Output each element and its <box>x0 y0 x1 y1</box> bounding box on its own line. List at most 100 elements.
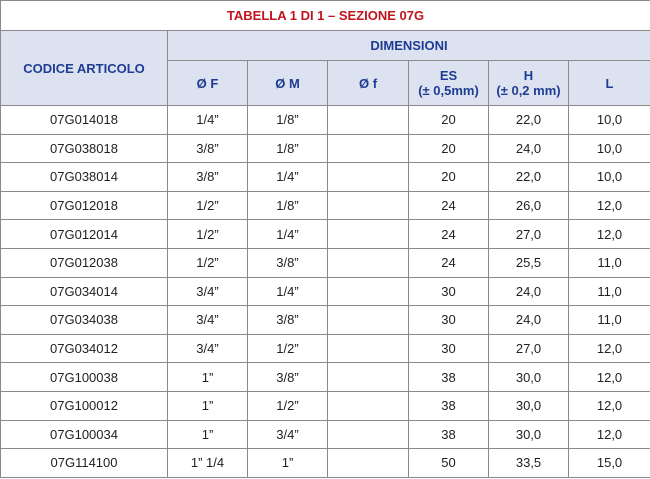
table-row: 07G012018 1/2” 1/8” 24 26,0 12,0 <box>0 190 650 221</box>
code-cell: 07G012014 <box>0 219 168 249</box>
code-cell: 07G100012 <box>0 390 168 421</box>
empty-cell <box>327 276 409 307</box>
table-body: 07G014018 1/4” 1/8” 20 22,0 10,0 07G038018 3/8”… <box>0 105 650 478</box>
value-cell: 20 <box>408 133 489 164</box>
value-cell: 38 <box>408 390 489 421</box>
value-cell: 1” 1/4 <box>167 448 248 478</box>
empty-cell <box>327 305 409 335</box>
value-cell: 1/4” <box>167 105 248 135</box>
value-cell: 50 <box>408 448 489 478</box>
value-cell: 3/8” <box>167 133 248 164</box>
value-cell: 12,0 <box>567 419 650 450</box>
value-cell: 38 <box>408 362 489 392</box>
table-row: 07G034038 3/4” 3/8” 30 24,0 11,0 <box>0 305 650 335</box>
value-cell: 10,0 <box>567 133 650 164</box>
value-cell: 1/2” <box>247 390 328 421</box>
value-cell: 1/2” <box>247 333 328 364</box>
code-cell: 07G034012 <box>0 333 168 364</box>
value-cell: 20 <box>408 162 489 192</box>
value-cell: 1/8” <box>247 133 328 164</box>
value-cell: 3/8” <box>167 162 248 192</box>
code-cell: 07G034014 <box>0 276 168 307</box>
code-cell: 07G034038 <box>0 305 168 335</box>
value-cell: 24,0 <box>488 133 569 164</box>
value-cell: 25,5 <box>488 247 569 278</box>
value-cell: 3/4” <box>167 333 248 364</box>
empty-cell <box>327 333 409 364</box>
value-cell: 3/8” <box>247 247 328 278</box>
empty-cell <box>327 419 409 450</box>
value-cell: 3/8” <box>247 362 328 392</box>
column-header: Ø f <box>327 60 409 106</box>
value-cell: 12,0 <box>567 190 650 221</box>
value-cell: 20 <box>408 105 489 135</box>
value-cell: 1/8” <box>247 190 328 221</box>
value-cell: 3/4” <box>167 305 248 335</box>
value-cell: 3/8” <box>247 305 328 335</box>
empty-cell <box>327 133 409 164</box>
value-cell: 1” <box>167 419 248 450</box>
code-header: CODICE ARTICOLO <box>0 30 168 106</box>
code-cell: 07G100034 <box>0 419 168 450</box>
code-cell: 07G038014 <box>0 162 168 192</box>
value-cell: 22,0 <box>488 162 569 192</box>
column-header: H (± 0,2 mm) <box>488 60 569 106</box>
empty-cell <box>327 190 409 221</box>
value-cell: 1/8” <box>247 105 328 135</box>
code-cell: 07G012018 <box>0 190 168 221</box>
value-cell: 1/2” <box>167 247 248 278</box>
table-row: 07G038014 3/8” 1/4” 20 22,0 10,0 <box>0 162 650 192</box>
column-label: H <box>523 68 534 83</box>
table-row: 07G014018 1/4” 1/8” 20 22,0 10,0 <box>0 105 650 135</box>
empty-cell <box>327 105 409 135</box>
value-cell: 10,0 <box>567 162 650 192</box>
value-cell: 11,0 <box>567 276 650 307</box>
value-cell: 12,0 <box>567 362 650 392</box>
value-cell: 24,0 <box>488 305 569 335</box>
tolerance: (± 0,2 mm) <box>496 83 561 98</box>
table-row: 07G038018 3/8” 1/8” 20 24,0 10,0 <box>0 133 650 164</box>
value-cell: 12,0 <box>567 390 650 421</box>
value-cell: 10,0 <box>567 105 650 135</box>
value-cell: 26,0 <box>488 190 569 221</box>
value-cell: 30,0 <box>488 390 569 421</box>
value-cell: 1” <box>167 390 248 421</box>
value-cell: 24 <box>408 247 489 278</box>
empty-cell <box>327 219 409 249</box>
column-header: L <box>567 60 650 106</box>
table-row: 07G114100 1” 1/4 1” 50 33,5 15,0 <box>0 448 650 478</box>
code-cell: 07G014018 <box>0 105 168 135</box>
table-row: 07G100034 1” 3/4” 38 30,0 12,0 <box>0 419 650 450</box>
empty-cell <box>327 390 409 421</box>
value-cell: 27,0 <box>488 333 569 364</box>
column-header: ES (± 0,5mm) <box>408 60 489 106</box>
table-row: 07G034012 3/4” 1/2” 30 27,0 12,0 <box>0 333 650 364</box>
empty-cell <box>327 448 409 478</box>
code-cell: 07G038018 <box>0 133 168 164</box>
table-title: TABELLA 1 DI 1 – SEZIONE 07G <box>0 0 650 31</box>
value-cell: 30,0 <box>488 362 569 392</box>
value-cell: 1” <box>247 448 328 478</box>
value-cell: 1/4” <box>247 219 328 249</box>
value-cell: 33,5 <box>488 448 569 478</box>
value-cell: 22,0 <box>488 105 569 135</box>
value-cell: 12,0 <box>567 219 650 249</box>
value-cell: 15,0 <box>567 448 650 478</box>
value-cell: 24,0 <box>488 276 569 307</box>
tolerance: (± 0,5mm) <box>418 83 479 98</box>
value-cell: 24 <box>408 190 489 221</box>
value-cell: 30 <box>408 276 489 307</box>
table-row: 07G012038 1/2” 3/8” 24 25,5 11,0 <box>0 247 650 278</box>
table-row: 07G100038 1” 3/8” 38 30,0 12,0 <box>0 362 650 392</box>
value-cell: 27,0 <box>488 219 569 249</box>
code-cell: 07G012038 <box>0 247 168 278</box>
table-row: 07G012014 1/2” 1/4” 24 27,0 12,0 <box>0 219 650 249</box>
value-cell: 30 <box>408 333 489 364</box>
value-cell: 12,0 <box>567 333 650 364</box>
value-cell: 11,0 <box>567 247 650 278</box>
value-cell: 30,0 <box>488 419 569 450</box>
value-cell: 1” <box>167 362 248 392</box>
value-cell: 38 <box>408 419 489 450</box>
